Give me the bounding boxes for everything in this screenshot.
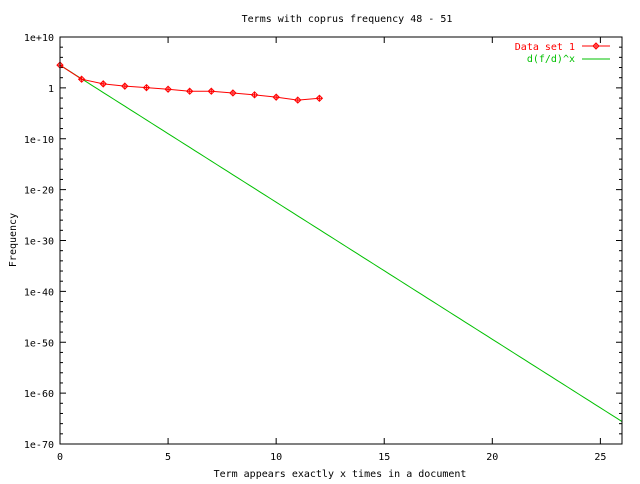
y-tick-label: 1 (48, 84, 54, 95)
x-tick-label: 25 (594, 452, 606, 463)
data-point (99, 80, 107, 88)
plot-frame (59, 36, 623, 445)
data-point (185, 87, 194, 95)
legend-label-data-set-1: Data set 1 (515, 42, 575, 53)
data-point (229, 89, 237, 97)
legend: Data set 1 d(f/d)^x (515, 42, 610, 65)
data-point (164, 85, 172, 93)
y-tick-label: 1e+10 (24, 33, 54, 44)
data-point (142, 83, 151, 92)
y-tick-label: 1e-20 (24, 186, 54, 197)
y-tick-label: 1e-50 (24, 338, 54, 349)
x-axis-label: Term appears exactly x times in a docume… (214, 469, 467, 480)
y-tick-label: 1e-30 (24, 237, 54, 248)
legend-label-function: d(f/d)^x (527, 54, 575, 65)
y-tick-label: 1e-60 (24, 389, 54, 400)
data-point (294, 96, 302, 104)
data-point (315, 94, 324, 102)
y-tick-label: 1e-40 (24, 287, 54, 298)
x-tick-label: 20 (486, 452, 498, 463)
data-point (207, 87, 216, 95)
data-point (250, 91, 259, 99)
data-point (77, 75, 86, 83)
y-tick-label: 1e-70 (24, 440, 54, 451)
data-point (272, 93, 280, 101)
y-tick-label: 1e-10 (24, 135, 54, 146)
legend-marker-data-set-1 (592, 42, 600, 50)
series-line-function (59, 64, 623, 422)
data-point (121, 82, 129, 90)
x-tick-label: 5 (165, 452, 171, 463)
chart-title: Terms with coprus frequency 48 - 51 (242, 14, 453, 25)
x-tick-label: 15 (378, 452, 390, 463)
x-tick-label: 0 (57, 452, 63, 463)
y-axis-label: Frequency (8, 213, 19, 267)
x-tick-label: 10 (270, 452, 282, 463)
